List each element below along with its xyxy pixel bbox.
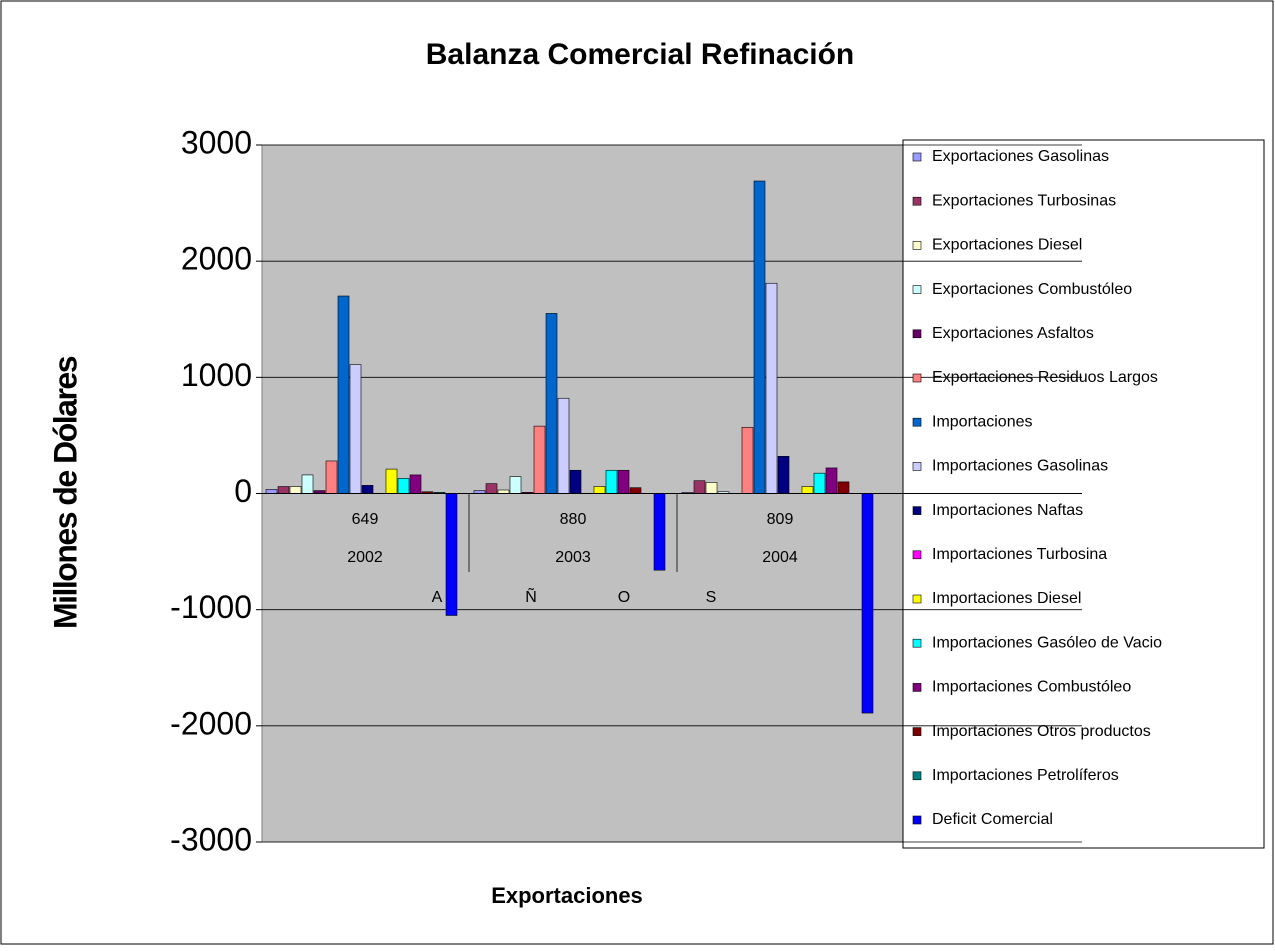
legend-swatch: [912, 285, 922, 294]
legend-swatch: [912, 550, 922, 560]
legend-label: Importaciones Petrolíferos: [932, 767, 1119, 784]
bar: [545, 313, 558, 494]
bar: [325, 460, 338, 494]
bar: [825, 467, 838, 494]
legend-label: Exportaciones Asfaltos: [932, 325, 1094, 342]
chart-title: Balanza Comercial Refinación: [426, 38, 854, 71]
legend-swatch: [912, 196, 922, 206]
bar: [593, 486, 606, 494]
legend-label: Importaciones Turbosina: [932, 546, 1107, 563]
legend-swatch: [912, 727, 922, 736]
legend-label: Exportaciones Residuos Largos: [932, 369, 1158, 386]
bar: [397, 478, 410, 494]
x-tick-label: 2003: [555, 549, 591, 566]
legend-swatch: [912, 683, 922, 692]
bar: [653, 493, 666, 571]
bar: [265, 489, 278, 494]
bar: [361, 485, 374, 494]
bar: [497, 489, 510, 494]
bar: [777, 456, 790, 494]
legend-label: Importaciones Diesel: [932, 590, 1081, 607]
legend-label: Importaciones Naftas: [932, 502, 1083, 519]
legend-label: Exportaciones Turbosinas: [932, 192, 1116, 209]
legend-label: Importaciones Gasolinas: [932, 458, 1108, 475]
y-tick-label: 0: [234, 473, 252, 509]
legend-label: Exportaciones Combustóleo: [932, 281, 1132, 298]
bar: [277, 486, 290, 494]
bar: [337, 295, 350, 494]
bar: [349, 364, 362, 494]
y-tick-label: 2000: [181, 241, 252, 277]
bar: [861, 493, 874, 714]
legend-swatch: [912, 152, 922, 162]
category-value: 809: [767, 511, 794, 528]
bar: [301, 474, 314, 494]
bar: [801, 486, 814, 494]
bar: [741, 426, 754, 494]
axis-letter: A: [432, 589, 443, 606]
legend-swatch: [912, 815, 922, 825]
legend-label: Importaciones: [932, 413, 1033, 430]
axis-letter: S: [706, 589, 717, 606]
legend-swatch: [912, 241, 922, 250]
bar: [569, 469, 582, 494]
legend-swatch: [912, 771, 922, 781]
legend-label: Exportaciones Diesel: [932, 237, 1082, 254]
legend-swatch: [912, 638, 922, 648]
x-tick-label: 2002: [347, 549, 383, 566]
y-tick-label: -2000: [170, 705, 252, 741]
x-tick-label: 2004: [762, 549, 798, 566]
y-tick-label: 3000: [181, 124, 252, 160]
legend-swatch: [912, 417, 922, 427]
bar: [385, 468, 398, 494]
bar: [837, 481, 850, 494]
bar: [629, 487, 642, 494]
legend-swatch: [912, 373, 922, 383]
bar: [605, 469, 618, 494]
legend-label: Deficit Comercial: [932, 811, 1053, 828]
axis-letter: O: [618, 589, 630, 606]
axis-letter: Ñ: [525, 586, 537, 606]
y-axis-title: Millones de Dólares: [47, 356, 83, 629]
legend-label: Importaciones Otros productos: [932, 723, 1151, 740]
y-tick-label: -3000: [170, 821, 252, 857]
bar: [557, 397, 570, 494]
legend-swatch: [912, 594, 922, 604]
bar: [409, 474, 422, 494]
y-tick-label: 1000: [181, 357, 252, 393]
bar: [289, 486, 302, 494]
category-value: 880: [560, 511, 587, 528]
bar: [705, 482, 718, 494]
bar: [485, 483, 498, 494]
legend-label: Importaciones Combustóleo: [932, 679, 1131, 696]
x-axis-title: Exportaciones: [491, 883, 643, 908]
bar: [445, 493, 458, 616]
legend-label: Exportaciones Gasolinas: [932, 148, 1109, 165]
legend-swatch: [912, 462, 922, 471]
category-value: 649: [352, 511, 379, 528]
bar: [753, 180, 766, 494]
legend-swatch: [912, 506, 922, 515]
bar: [693, 480, 706, 494]
bar: [617, 469, 630, 494]
legend-label: Importaciones Gasóleo de Vacio: [932, 634, 1162, 651]
bar: [509, 476, 522, 494]
bar: [533, 425, 546, 494]
bar: [813, 472, 826, 494]
y-tick-label: -1000: [170, 589, 252, 625]
legend-swatch: [912, 329, 922, 339]
bar: [765, 282, 778, 494]
